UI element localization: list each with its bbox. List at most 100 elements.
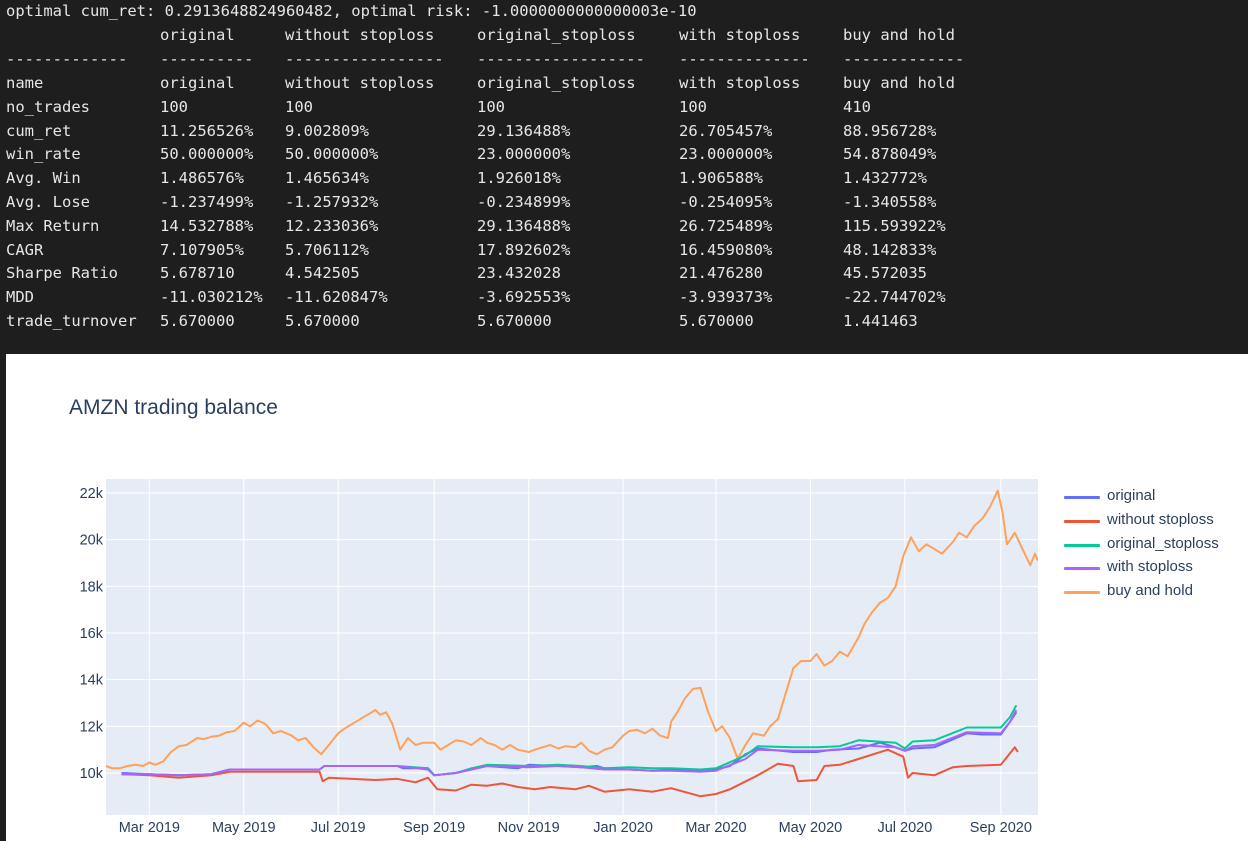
table-cell: 1.441463 (843, 312, 918, 330)
table-cell: 5.678710 (160, 264, 235, 283)
y-tick-label: 22k (80, 486, 104, 502)
table-cell: 1.486576% (160, 169, 244, 188)
table-cell: without stoploss (285, 74, 435, 92)
table-cell: original (160, 74, 235, 92)
row-label: Avg. Win (6, 169, 81, 188)
table-cell: 100 (679, 97, 707, 116)
table-cell: 21.476280 (679, 264, 763, 283)
separator: ------------------ (477, 50, 645, 68)
legend-swatch (1064, 567, 1100, 571)
x-tick-label: Mar 2020 (685, 820, 746, 836)
row-label: name (6, 74, 44, 92)
column-header: buy and hold (843, 26, 955, 44)
table-cell: with stoploss (679, 74, 801, 92)
table-cell: 29.136488% (477, 216, 571, 235)
table-cell: 23.432028 (477, 264, 561, 283)
table-cell: 45.572035 (843, 264, 927, 283)
separator: ------------- (6, 50, 128, 68)
legend-swatch (1064, 591, 1100, 595)
table-cell: 5.670000 (477, 312, 552, 330)
table-cell: 100 (285, 97, 313, 116)
table-cell: 7.107905% (160, 240, 244, 259)
table-cell: 115.593922% (843, 216, 946, 235)
y-tick-label: 14k (80, 673, 104, 689)
row-label: MDD (6, 288, 34, 307)
table-cell: 5.670000 (160, 312, 235, 330)
table-cell: -22.744702% (843, 288, 946, 307)
y-tick-label: 12k (80, 719, 104, 735)
table-cell: -1.237499% (160, 193, 254, 211)
table-cell: 1.465634% (285, 169, 369, 188)
y-tick-label: 10k (80, 766, 104, 782)
table-cell: 9.002809% (285, 121, 369, 140)
row-label: Sharpe Ratio (6, 264, 118, 283)
legend-label: with stoploss (1107, 558, 1193, 576)
row-label: CAGR (6, 240, 44, 259)
x-tick-label: May 2019 (212, 820, 276, 836)
legend-swatch (1064, 519, 1100, 523)
row-label: no_trades (6, 97, 90, 116)
legend-label: buy and hold (1107, 582, 1193, 600)
table-cell: 50.000000% (285, 145, 379, 164)
legend-item[interactable]: original (1064, 487, 1244, 507)
x-tick-label: Jul 2019 (311, 820, 366, 836)
table-cell: original_stoploss (477, 74, 636, 92)
x-tick-label: Mar 2019 (119, 820, 180, 836)
separator: ---------- (160, 50, 254, 68)
x-tick-label: May 2020 (779, 820, 843, 836)
table-cell: 26.705457% (679, 121, 773, 140)
table-cell: 4.542505 (285, 264, 360, 283)
table-cell: 12.233036% (285, 216, 379, 235)
separator: -------------- (679, 50, 810, 68)
table-cell: 88.956728% (843, 121, 937, 140)
table-cell: 50.000000% (160, 145, 254, 164)
legend-swatch (1064, 543, 1100, 547)
table-cell: 5.670000 (285, 312, 360, 330)
table-cell: 23.000000% (477, 145, 571, 164)
series-line-with-stoploss (121, 709, 1018, 777)
table-cell: 1.926018% (477, 169, 561, 188)
table-cell: 100 (160, 97, 188, 116)
console-edge (0, 354, 6, 841)
legend-swatch (1064, 496, 1100, 499)
table-cell: 54.878049% (843, 145, 937, 164)
series-line-buy-and-hold (106, 489, 1038, 770)
x-tick-label: Sep 2019 (403, 820, 465, 836)
column-header: original (160, 26, 235, 44)
table-cell: buy and hold (843, 74, 955, 92)
legend-item[interactable]: without stoploss (1064, 511, 1244, 531)
table-cell: -0.254095% (679, 193, 773, 211)
table-cell: 11.256526% (160, 121, 254, 140)
column-header: with stoploss (679, 26, 801, 44)
separator: ------------- (843, 50, 965, 68)
legend-label: original (1107, 487, 1156, 504)
column-header: original_stoploss (477, 26, 636, 44)
table-cell: -1.257932% (285, 193, 379, 211)
table-cell: 23.000000% (679, 145, 773, 164)
table-cell: 29.136488% (477, 121, 571, 140)
table-cell: 100 (477, 97, 505, 116)
legend-label: original_stoploss (1107, 534, 1219, 552)
legend-item[interactable]: with stoploss (1064, 558, 1244, 578)
legend-item[interactable]: buy and hold (1064, 582, 1244, 602)
chart-title: AMZN trading balance (69, 396, 278, 419)
x-tick-label: Nov 2019 (498, 820, 560, 836)
legend-label: without stoploss (1107, 510, 1214, 528)
row-label: Max Return (6, 216, 100, 235)
row-label: trade_turnover (6, 312, 137, 330)
table-cell: -11.030212% (160, 288, 263, 307)
table-cell: 17.892602% (477, 240, 571, 259)
line-chart[interactable]: Mar 2019 May 2019 Jul 2019 Sep 2019 Nov 2019… (0, 354, 1248, 841)
series-line-without-stoploss (121, 746, 1019, 798)
table-cell: -1.340558% (843, 193, 937, 211)
legend-item[interactable]: original_stoploss (1064, 535, 1244, 555)
plot-area (106, 479, 1038, 815)
separator: ----------------- (285, 50, 444, 68)
table-cell: 14.532788% (160, 216, 254, 235)
table-cell: 26.725489% (679, 216, 773, 235)
row-label: cum_ret (6, 121, 72, 140)
y-tick-label: 18k (80, 579, 104, 595)
y-tick-label: 16k (80, 626, 104, 642)
table-cell: 410 (843, 97, 871, 116)
table-cell: -3.692553% (477, 288, 571, 307)
